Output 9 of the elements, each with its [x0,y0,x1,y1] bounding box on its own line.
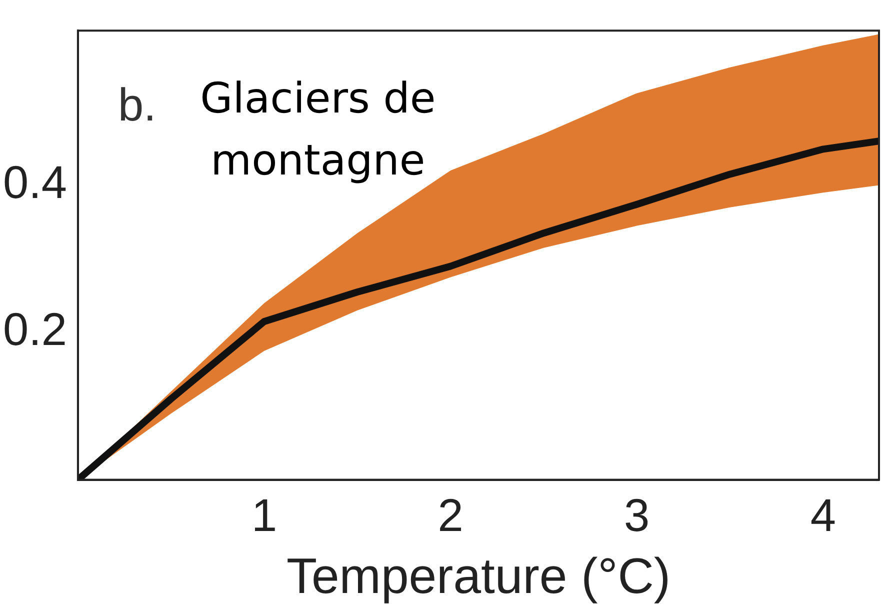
x-axis-title: Temperature (°C) [286,548,670,604]
x-tick-label: 2 [438,489,464,542]
y-tick-label: 0.2 [2,303,67,356]
annotation: b. [118,78,156,131]
x-tick-label: 3 [624,489,650,542]
annotation: Glaciers de montagne [200,74,436,185]
y-tick-label: 0.4 [2,156,67,208]
x-tick-label: 1 [251,489,278,542]
x-tick-label: 4 [810,489,836,542]
